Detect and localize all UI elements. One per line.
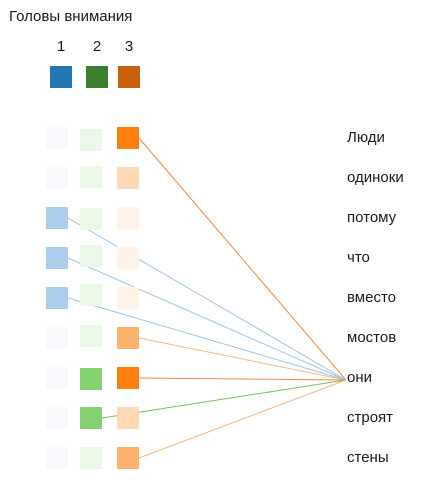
attention-cell-t5-h3: [117, 327, 139, 349]
attention-cell-t6-h3: [117, 367, 139, 389]
head-1-label: 1: [56, 38, 66, 55]
attention-cell-t2-h1: [46, 207, 68, 229]
link-t7-h2: [101, 379, 347, 419]
attention-cell-t7-h1: [46, 407, 68, 429]
link-t6-h3: [138, 377, 347, 381]
attention-cell-t1-h1: [46, 167, 68, 189]
link-t4-h1: [67, 297, 347, 381]
attention-cell-t4-h2: [80, 284, 102, 306]
link-t2-h1: [67, 217, 347, 381]
attention-cell-t4-h3: [117, 287, 139, 309]
attention-cell-t1-h2: [80, 166, 102, 188]
attention-cell-t7-h3: [117, 407, 139, 429]
attention-cell-t5-h1: [46, 327, 68, 349]
diagram-title: Головы внимания: [9, 8, 133, 25]
head-2-swatch[interactable]: [86, 66, 108, 88]
attention-cell-t3-h2: [80, 245, 102, 267]
head-3-label: 3: [124, 38, 134, 55]
attention-cell-t0-h3: [117, 127, 139, 149]
attention-cell-t5-h2: [80, 325, 102, 347]
token-2: потому: [347, 209, 397, 226]
link-t5-h3: [138, 337, 347, 381]
token-6: они: [347, 369, 373, 386]
link-t3-h1: [67, 257, 347, 381]
attention-cell-t0-h2: [80, 129, 102, 151]
link-t8-h3: [138, 379, 347, 459]
attention-cell-t7-h2: [80, 407, 102, 429]
attention-cell-t8-h1: [46, 447, 68, 469]
attention-cell-t1-h3: [117, 167, 139, 189]
attention-cell-t3-h1: [46, 247, 68, 269]
attention-cell-t6-h1: [46, 367, 68, 389]
attention-cell-t3-h3: [117, 247, 139, 269]
token-5: мостов: [347, 329, 397, 346]
attention-cell-t8-h3: [117, 447, 139, 469]
head-2-label: 2: [92, 38, 102, 55]
token-4: вместо: [347, 289, 396, 306]
token-7: строят: [347, 409, 394, 426]
token-3: что: [347, 249, 370, 266]
head-1-swatch[interactable]: [50, 66, 72, 88]
attention-cell-t0-h1: [46, 127, 68, 149]
token-1: одиноки: [347, 169, 404, 186]
attention-cell-t4-h1: [46, 287, 68, 309]
head-3-swatch[interactable]: [118, 66, 140, 88]
attention-cell-t6-h2: [80, 368, 102, 390]
attention-cell-t2-h2: [80, 208, 102, 230]
attention-cell-t8-h2: [80, 447, 102, 469]
attention-cell-t2-h3: [117, 207, 139, 229]
link-t0-h3: [138, 137, 347, 381]
token-0: Люди: [347, 129, 385, 146]
token-8: стены: [347, 449, 389, 466]
